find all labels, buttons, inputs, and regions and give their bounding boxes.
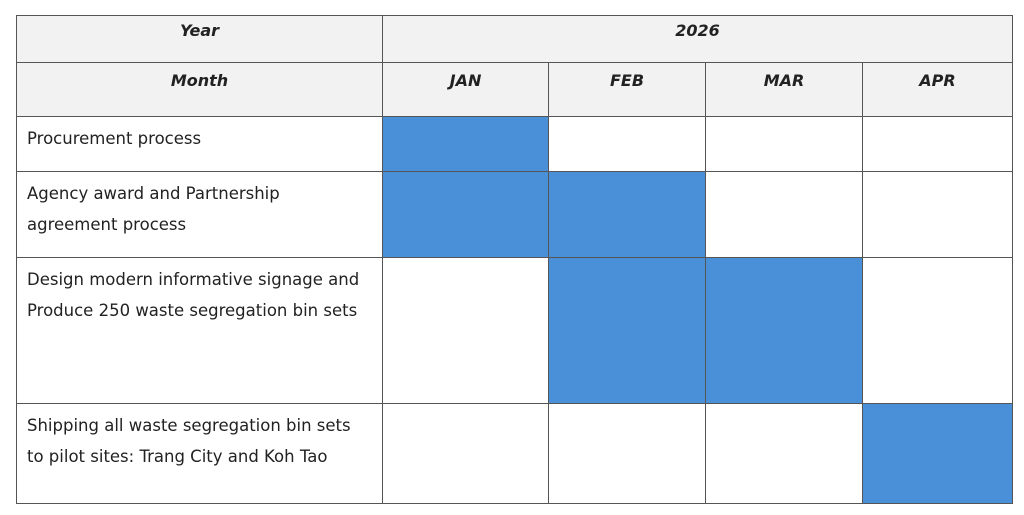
- task-row: Shipping all waste segregation bin sets …: [16, 403, 1014, 504]
- year-label: Year: [16, 15, 383, 63]
- empty-cell: [382, 403, 549, 504]
- empty-cell: [705, 116, 863, 172]
- empty-cell: [548, 116, 706, 172]
- empty-cell: [861, 116, 1014, 172]
- empty-cell: [861, 257, 1014, 404]
- active-cell: [861, 403, 1014, 504]
- month-label: Month: [16, 62, 383, 117]
- empty-cell: [548, 403, 706, 504]
- month: JAN: [382, 62, 549, 117]
- schedule-table: Year 2026 Month JAN FEB MAR APR Procurement pro…: [16, 15, 1014, 504]
- active-cell: [548, 171, 706, 258]
- active-cell: [382, 171, 549, 258]
- task-row: Procurement process: [16, 116, 1014, 172]
- task-name: Procurement process: [16, 116, 383, 172]
- task-name: Shipping all waste segregation bin sets …: [16, 403, 383, 504]
- task-name: Design modern informative signage and Pr…: [16, 257, 383, 404]
- year: 2026: [381, 15, 1014, 63]
- header-row: Month JAN FEB MAR APR: [16, 62, 1014, 117]
- month: FEB: [548, 62, 706, 117]
- empty-cell: [382, 257, 549, 404]
- month: MAR: [705, 62, 863, 117]
- task-name: Agency award and Partnership agreement p…: [16, 171, 383, 258]
- month: APR: [861, 62, 1014, 117]
- task-row: Agency award and Partnership agreement p…: [16, 171, 1014, 258]
- empty-cell: [861, 171, 1014, 258]
- header-row: Year 2026: [16, 15, 1014, 63]
- empty-cell: [705, 403, 863, 504]
- active-cell: [705, 257, 863, 404]
- active-cell: [548, 257, 706, 404]
- active-cell: [382, 116, 549, 172]
- task-row: Design modern informative signage and Pr…: [16, 257, 1014, 404]
- table-body: Year 2026 Month JAN FEB MAR APR Procurement pro…: [16, 15, 1014, 504]
- empty-cell: [705, 171, 863, 258]
